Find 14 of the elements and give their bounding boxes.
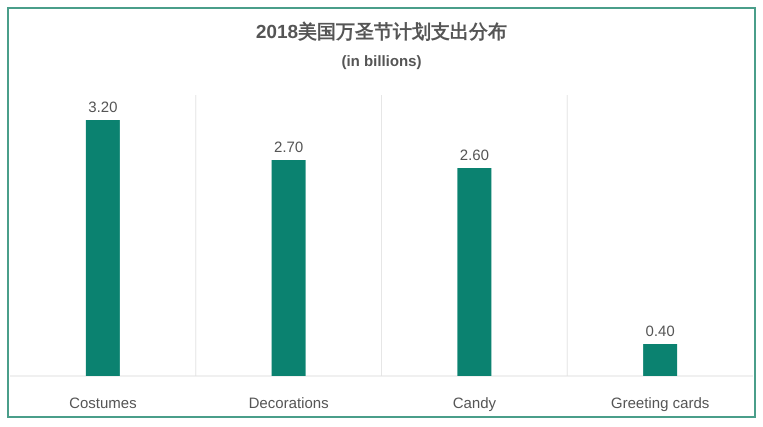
- x-tick-label: Candy: [452, 395, 497, 412]
- chart-subtitle: (in billions): [342, 53, 422, 70]
- chart-title: 2018美国万圣节计划支出分布: [256, 21, 508, 43]
- data-label: 2.70: [274, 139, 304, 156]
- bar: [643, 344, 678, 376]
- bar: [457, 168, 492, 376]
- x-tick-label: Costumes: [69, 395, 137, 412]
- bar: [272, 160, 306, 376]
- x-tick-label: Greeting cards: [610, 395, 710, 412]
- data-label: 0.40: [646, 323, 675, 340]
- bar: [86, 120, 120, 376]
- data-label: 3.20: [88, 99, 118, 116]
- x-tick-label: Decorations: [248, 395, 329, 412]
- data-label: 2.60: [460, 147, 489, 164]
